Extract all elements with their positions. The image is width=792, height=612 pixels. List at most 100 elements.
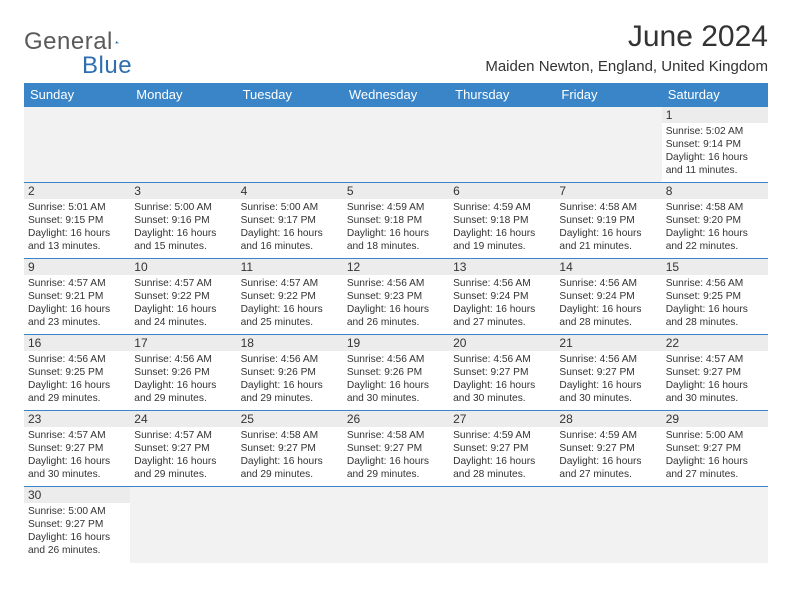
day-details: Sunrise: 4:59 AMSunset: 9:18 PMDaylight:… xyxy=(449,199,555,256)
day-details: Sunrise: 4:57 AMSunset: 9:27 PMDaylight:… xyxy=(130,427,236,484)
day-number: 22 xyxy=(662,335,768,351)
location-text: Maiden Newton, England, United Kingdom xyxy=(485,58,768,75)
day-cell: 12Sunrise: 4:56 AMSunset: 9:23 PMDayligh… xyxy=(343,259,449,335)
day-cell: 7Sunrise: 4:58 AMSunset: 9:19 PMDaylight… xyxy=(555,183,661,259)
day-number: 15 xyxy=(662,259,768,275)
calendar-week-row: 9Sunrise: 4:57 AMSunset: 9:21 PMDaylight… xyxy=(24,259,768,335)
day-cell: 24Sunrise: 4:57 AMSunset: 9:27 PMDayligh… xyxy=(130,411,236,487)
empty-cell xyxy=(555,487,661,563)
day-cell: 28Sunrise: 4:59 AMSunset: 9:27 PMDayligh… xyxy=(555,411,661,487)
day-cell: 25Sunrise: 4:58 AMSunset: 9:27 PMDayligh… xyxy=(237,411,343,487)
day-number: 28 xyxy=(555,411,661,427)
calendar-week-row: 23Sunrise: 4:57 AMSunset: 9:27 PMDayligh… xyxy=(24,411,768,487)
day-details: Sunrise: 4:57 AMSunset: 9:22 PMDaylight:… xyxy=(130,275,236,332)
day-cell: 16Sunrise: 4:56 AMSunset: 9:25 PMDayligh… xyxy=(24,335,130,411)
day-details: Sunrise: 4:57 AMSunset: 9:27 PMDaylight:… xyxy=(662,351,768,408)
day-number: 1 xyxy=(662,107,768,123)
day-details: Sunrise: 4:59 AMSunset: 9:27 PMDaylight:… xyxy=(449,427,555,484)
day-details: Sunrise: 5:01 AMSunset: 9:15 PMDaylight:… xyxy=(24,199,130,256)
day-details: Sunrise: 4:59 AMSunset: 9:27 PMDaylight:… xyxy=(555,427,661,484)
day-details: Sunrise: 4:56 AMSunset: 9:25 PMDaylight:… xyxy=(24,351,130,408)
header-row: General June 2024 Maiden Newton, England… xyxy=(24,20,768,81)
day-number: 29 xyxy=(662,411,768,427)
day-details: Sunrise: 4:56 AMSunset: 9:26 PMDaylight:… xyxy=(130,351,236,408)
day-cell: 5Sunrise: 4:59 AMSunset: 9:18 PMDaylight… xyxy=(343,183,449,259)
day-number: 2 xyxy=(24,183,130,199)
day-details: Sunrise: 4:57 AMSunset: 9:27 PMDaylight:… xyxy=(24,427,130,484)
day-details: Sunrise: 5:00 AMSunset: 9:17 PMDaylight:… xyxy=(237,199,343,256)
day-number: 8 xyxy=(662,183,768,199)
day-cell: 29Sunrise: 5:00 AMSunset: 9:27 PMDayligh… xyxy=(662,411,768,487)
day-header: Monday xyxy=(130,83,236,107)
day-number: 17 xyxy=(130,335,236,351)
day-number: 19 xyxy=(343,335,449,351)
day-cell: 22Sunrise: 4:57 AMSunset: 9:27 PMDayligh… xyxy=(662,335,768,411)
day-number: 7 xyxy=(555,183,661,199)
day-cell: 14Sunrise: 4:56 AMSunset: 9:24 PMDayligh… xyxy=(555,259,661,335)
day-number: 20 xyxy=(449,335,555,351)
day-number: 10 xyxy=(130,259,236,275)
title-block: June 2024 Maiden Newton, England, United… xyxy=(485,20,768,81)
day-details: Sunrise: 4:56 AMSunset: 9:25 PMDaylight:… xyxy=(662,275,768,332)
day-details: Sunrise: 4:58 AMSunset: 9:27 PMDaylight:… xyxy=(237,427,343,484)
day-number: 4 xyxy=(237,183,343,199)
day-details: Sunrise: 4:56 AMSunset: 9:24 PMDaylight:… xyxy=(449,275,555,332)
brand-text-blue: Blue xyxy=(82,52,132,80)
calendar-week-row: 1Sunrise: 5:02 AMSunset: 9:14 PMDaylight… xyxy=(24,107,768,183)
day-details: Sunrise: 4:58 AMSunset: 9:19 PMDaylight:… xyxy=(555,199,661,256)
day-header: Saturday xyxy=(662,83,768,107)
day-details: Sunrise: 4:56 AMSunset: 9:24 PMDaylight:… xyxy=(555,275,661,332)
day-cell: 9Sunrise: 4:57 AMSunset: 9:21 PMDaylight… xyxy=(24,259,130,335)
day-details: Sunrise: 5:00 AMSunset: 9:27 PMDaylight:… xyxy=(662,427,768,484)
day-details: Sunrise: 5:00 AMSunset: 9:16 PMDaylight:… xyxy=(130,199,236,256)
day-number: 27 xyxy=(449,411,555,427)
day-cell: 6Sunrise: 4:59 AMSunset: 9:18 PMDaylight… xyxy=(449,183,555,259)
day-number: 26 xyxy=(343,411,449,427)
empty-cell xyxy=(130,487,236,563)
day-cell: 13Sunrise: 4:56 AMSunset: 9:24 PMDayligh… xyxy=(449,259,555,335)
day-number: 23 xyxy=(24,411,130,427)
empty-cell xyxy=(237,107,343,183)
day-cell: 10Sunrise: 4:57 AMSunset: 9:22 PMDayligh… xyxy=(130,259,236,335)
day-number: 3 xyxy=(130,183,236,199)
day-number: 13 xyxy=(449,259,555,275)
day-header: Thursday xyxy=(449,83,555,107)
day-cell: 17Sunrise: 4:56 AMSunset: 9:26 PMDayligh… xyxy=(130,335,236,411)
day-cell: 8Sunrise: 4:58 AMSunset: 9:20 PMDaylight… xyxy=(662,183,768,259)
day-details: Sunrise: 4:58 AMSunset: 9:20 PMDaylight:… xyxy=(662,199,768,256)
page-title: June 2024 xyxy=(485,20,768,54)
day-cell: 3Sunrise: 5:00 AMSunset: 9:16 PMDaylight… xyxy=(130,183,236,259)
calendar-week-row: 2Sunrise: 5:01 AMSunset: 9:15 PMDaylight… xyxy=(24,183,768,259)
empty-cell xyxy=(449,107,555,183)
day-details: Sunrise: 5:02 AMSunset: 9:14 PMDaylight:… xyxy=(662,123,768,180)
day-details: Sunrise: 4:57 AMSunset: 9:21 PMDaylight:… xyxy=(24,275,130,332)
day-details: Sunrise: 4:56 AMSunset: 9:27 PMDaylight:… xyxy=(449,351,555,408)
day-details: Sunrise: 4:56 AMSunset: 9:26 PMDaylight:… xyxy=(343,351,449,408)
empty-cell xyxy=(237,487,343,563)
day-cell: 19Sunrise: 4:56 AMSunset: 9:26 PMDayligh… xyxy=(343,335,449,411)
empty-cell xyxy=(662,487,768,563)
day-number: 21 xyxy=(555,335,661,351)
day-cell: 18Sunrise: 4:56 AMSunset: 9:26 PMDayligh… xyxy=(237,335,343,411)
day-cell: 4Sunrise: 5:00 AMSunset: 9:17 PMDaylight… xyxy=(237,183,343,259)
day-details: Sunrise: 4:58 AMSunset: 9:27 PMDaylight:… xyxy=(343,427,449,484)
day-number: 25 xyxy=(237,411,343,427)
day-header: Wednesday xyxy=(343,83,449,107)
day-cell: 2Sunrise: 5:01 AMSunset: 9:15 PMDaylight… xyxy=(24,183,130,259)
calendar-header-row: SundayMondayTuesdayWednesdayThursdayFrid… xyxy=(24,83,768,107)
empty-cell xyxy=(130,107,236,183)
day-header: Tuesday xyxy=(237,83,343,107)
empty-cell xyxy=(343,107,449,183)
day-header: Sunday xyxy=(24,83,130,107)
day-number: 6 xyxy=(449,183,555,199)
empty-cell xyxy=(343,487,449,563)
day-cell: 1Sunrise: 5:02 AMSunset: 9:14 PMDaylight… xyxy=(662,107,768,183)
day-details: Sunrise: 4:56 AMSunset: 9:26 PMDaylight:… xyxy=(237,351,343,408)
calendar-table: SundayMondayTuesdayWednesdayThursdayFrid… xyxy=(24,83,768,563)
day-details: Sunrise: 5:00 AMSunset: 9:27 PMDaylight:… xyxy=(24,503,130,560)
day-cell: 27Sunrise: 4:59 AMSunset: 9:27 PMDayligh… xyxy=(449,411,555,487)
day-number: 11 xyxy=(237,259,343,275)
day-number: 5 xyxy=(343,183,449,199)
day-number: 9 xyxy=(24,259,130,275)
calendar-week-row: 16Sunrise: 4:56 AMSunset: 9:25 PMDayligh… xyxy=(24,335,768,411)
